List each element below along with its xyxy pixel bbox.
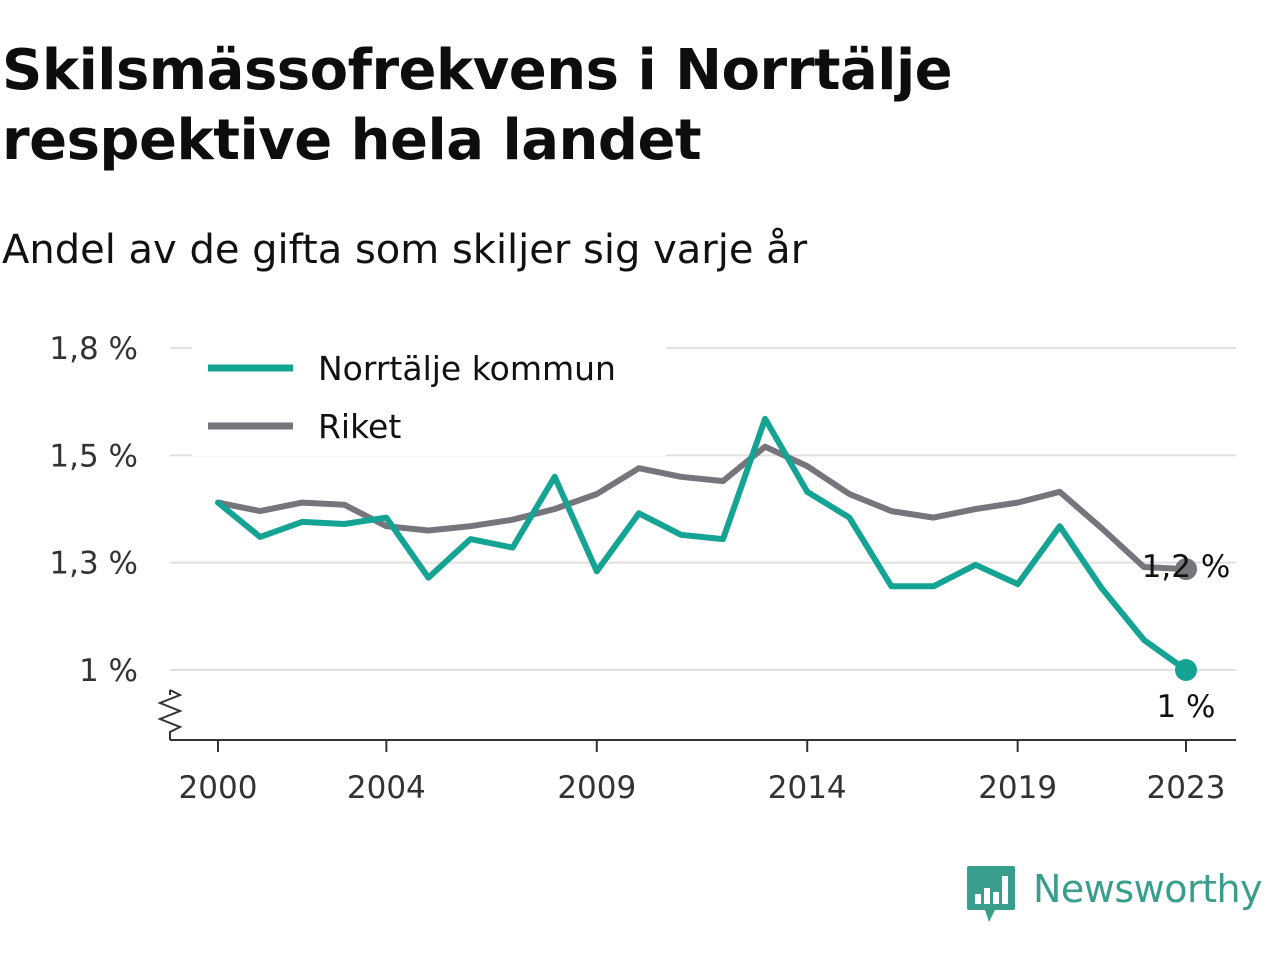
axes <box>157 689 1236 741</box>
title-line-1: Skilsmässofrekvens i Norrtälje <box>2 38 953 103</box>
y-tick-label-1: 1,3 % <box>49 546 138 582</box>
x-tick-label-5: 2023 <box>1147 770 1226 806</box>
legend-label-norrtalje: Norrtälje kommun <box>318 349 616 388</box>
end-label-riket: 1,2 % <box>1142 549 1231 585</box>
tick-labels: 1 % 1,3 % 1,5 % 1,8 % 2000 2004 2009 2014 2019 20… <box>49 331 1225 806</box>
y-tick-label-0: 1 % <box>79 653 138 689</box>
series-end-point-riket <box>1175 558 1197 581</box>
x-tick-label-4: 2019 <box>978 770 1057 806</box>
title-line-2: respektive hela landet <box>2 108 702 173</box>
y-tick-label-3: 1,8 % <box>49 331 138 367</box>
newsworthy-logo: Newsworthy <box>965 864 1275 924</box>
legend-label-riket: Riket <box>318 407 401 446</box>
x-tick-label-0: 2000 <box>179 770 258 806</box>
x-tick-label-3: 2014 <box>768 770 847 806</box>
y-axis-break-icon <box>157 689 183 740</box>
data-series <box>215 415 1197 681</box>
chart-subtitle: Andel av de gifta som skiljer sig varje … <box>2 227 808 273</box>
newsworthy-logo-text: Newsworthy <box>1033 867 1263 911</box>
chart-title: Skilsmässofrekvens i Norrtälje respektiv… <box>2 36 1202 176</box>
legend-background <box>192 340 666 456</box>
end-labels: 1,2 % 1 % <box>1142 549 1231 725</box>
newsworthy-logo-icon <box>967 866 1015 922</box>
legend: Norrtälje kommun Riket <box>192 340 666 456</box>
y-tick-label-2: 1,5 % <box>49 438 138 474</box>
series-line-riket <box>215 443 1189 573</box>
end-label-norrtalje: 1 % <box>1156 689 1215 725</box>
x-tick-label-2: 2009 <box>557 770 636 806</box>
series-line-norrtalje <box>215 415 1189 673</box>
x-tick-label-1: 2004 <box>347 770 426 806</box>
series-end-point-norrtalje <box>1175 659 1197 681</box>
